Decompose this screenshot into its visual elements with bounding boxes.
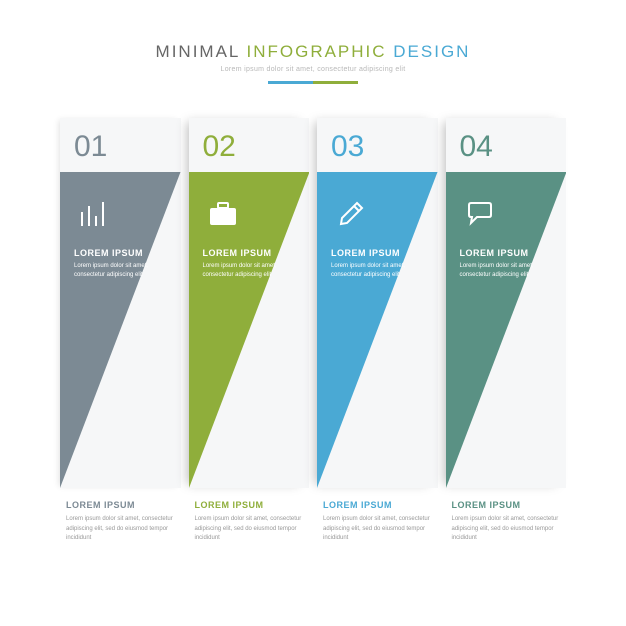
column-upper-text: LOREM IPSUM Lorem ipsum dolor sit amet, … — [74, 248, 167, 280]
page-title: MINIMAL INFOGRAPHIC DESIGN — [0, 42, 626, 62]
upper-body: Lorem ipsum dolor sit amet, consectetur … — [203, 262, 296, 280]
bar-chart-icon — [74, 194, 114, 234]
header-underline — [268, 81, 358, 84]
lower-heading: LOREM IPSUM — [195, 500, 304, 510]
title-word-1: MINIMAL — [156, 42, 240, 61]
upper-body: Lorem ipsum dolor sit amet, consectetur … — [460, 262, 553, 280]
upper-heading: LOREM IPSUM — [460, 248, 553, 258]
lower-body: Lorem ipsum dolor sit amet, consectetur … — [66, 515, 175, 544]
column-03: 03 LOREM IPSUM Lorem ipsum dolor sit ame… — [317, 118, 438, 488]
lower-heading: LOREM IPSUM — [452, 500, 561, 510]
pencil-icon — [331, 194, 371, 234]
column-number: 04 — [460, 130, 493, 164]
column-01: 01 LOREM IPSUM Lorem ipsum dolor sit ame… — [60, 118, 181, 488]
lower-text-row: LOREM IPSUM Lorem ipsum dolor sit amet, … — [60, 500, 566, 544]
upper-heading: LOREM IPSUM — [331, 248, 424, 258]
lower-body: Lorem ipsum dolor sit amet, consectetur … — [323, 515, 432, 544]
lower-col-03: LOREM IPSUM Lorem ipsum dolor sit amet, … — [317, 500, 438, 544]
upper-heading: LOREM IPSUM — [74, 248, 167, 258]
page-subtitle: Lorem ipsum dolor sit amet, consectetur … — [0, 66, 626, 73]
column-04: 04 LOREM IPSUM Lorem ipsum dolor sit ame… — [446, 118, 567, 488]
column-upper-text: LOREM IPSUM Lorem ipsum dolor sit amet, … — [203, 248, 296, 280]
title-word-3: DESIGN — [393, 42, 470, 61]
header: MINIMAL INFOGRAPHIC DESIGN Lorem ipsum d… — [0, 0, 626, 84]
column-number: 02 — [203, 130, 236, 164]
lower-col-04: LOREM IPSUM Lorem ipsum dolor sit amet, … — [446, 500, 567, 544]
column-upper-text: LOREM IPSUM Lorem ipsum dolor sit amet, … — [331, 248, 424, 280]
upper-heading: LOREM IPSUM — [203, 248, 296, 258]
column-upper-text: LOREM IPSUM Lorem ipsum dolor sit amet, … — [460, 248, 553, 280]
title-word-2: INFOGRAPHIC — [246, 42, 386, 61]
upper-body: Lorem ipsum dolor sit amet, consectetur … — [331, 262, 424, 280]
column-number: 03 — [331, 130, 364, 164]
speech-bubble-icon — [460, 194, 500, 234]
column-number: 01 — [74, 130, 107, 164]
underline-left — [268, 81, 313, 84]
lower-col-01: LOREM IPSUM Lorem ipsum dolor sit amet, … — [60, 500, 181, 544]
lower-body: Lorem ipsum dolor sit amet, consectetur … — [452, 515, 561, 544]
upper-body: Lorem ipsum dolor sit amet, consectetur … — [74, 262, 167, 280]
lower-col-02: LOREM IPSUM Lorem ipsum dolor sit amet, … — [189, 500, 310, 544]
lower-heading: LOREM IPSUM — [323, 500, 432, 510]
briefcase-icon — [203, 194, 243, 234]
column-02: 02 LOREM IPSUM Lorem ipsum dolor sit ame… — [189, 118, 310, 488]
lower-heading: LOREM IPSUM — [66, 500, 175, 510]
lower-body: Lorem ipsum dolor sit amet, consectetur … — [195, 515, 304, 544]
infographic-columns: 01 LOREM IPSUM Lorem ipsum dolor sit ame… — [60, 118, 566, 488]
underline-right — [313, 81, 358, 84]
